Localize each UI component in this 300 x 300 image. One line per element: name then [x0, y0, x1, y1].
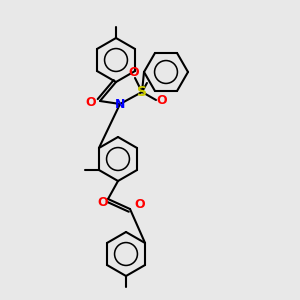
Text: O: O — [98, 196, 108, 209]
Text: O: O — [135, 197, 145, 211]
Text: N: N — [115, 98, 125, 110]
Text: O: O — [86, 97, 96, 110]
Text: O: O — [157, 94, 167, 107]
Text: O: O — [129, 65, 139, 79]
Text: S: S — [137, 85, 147, 99]
